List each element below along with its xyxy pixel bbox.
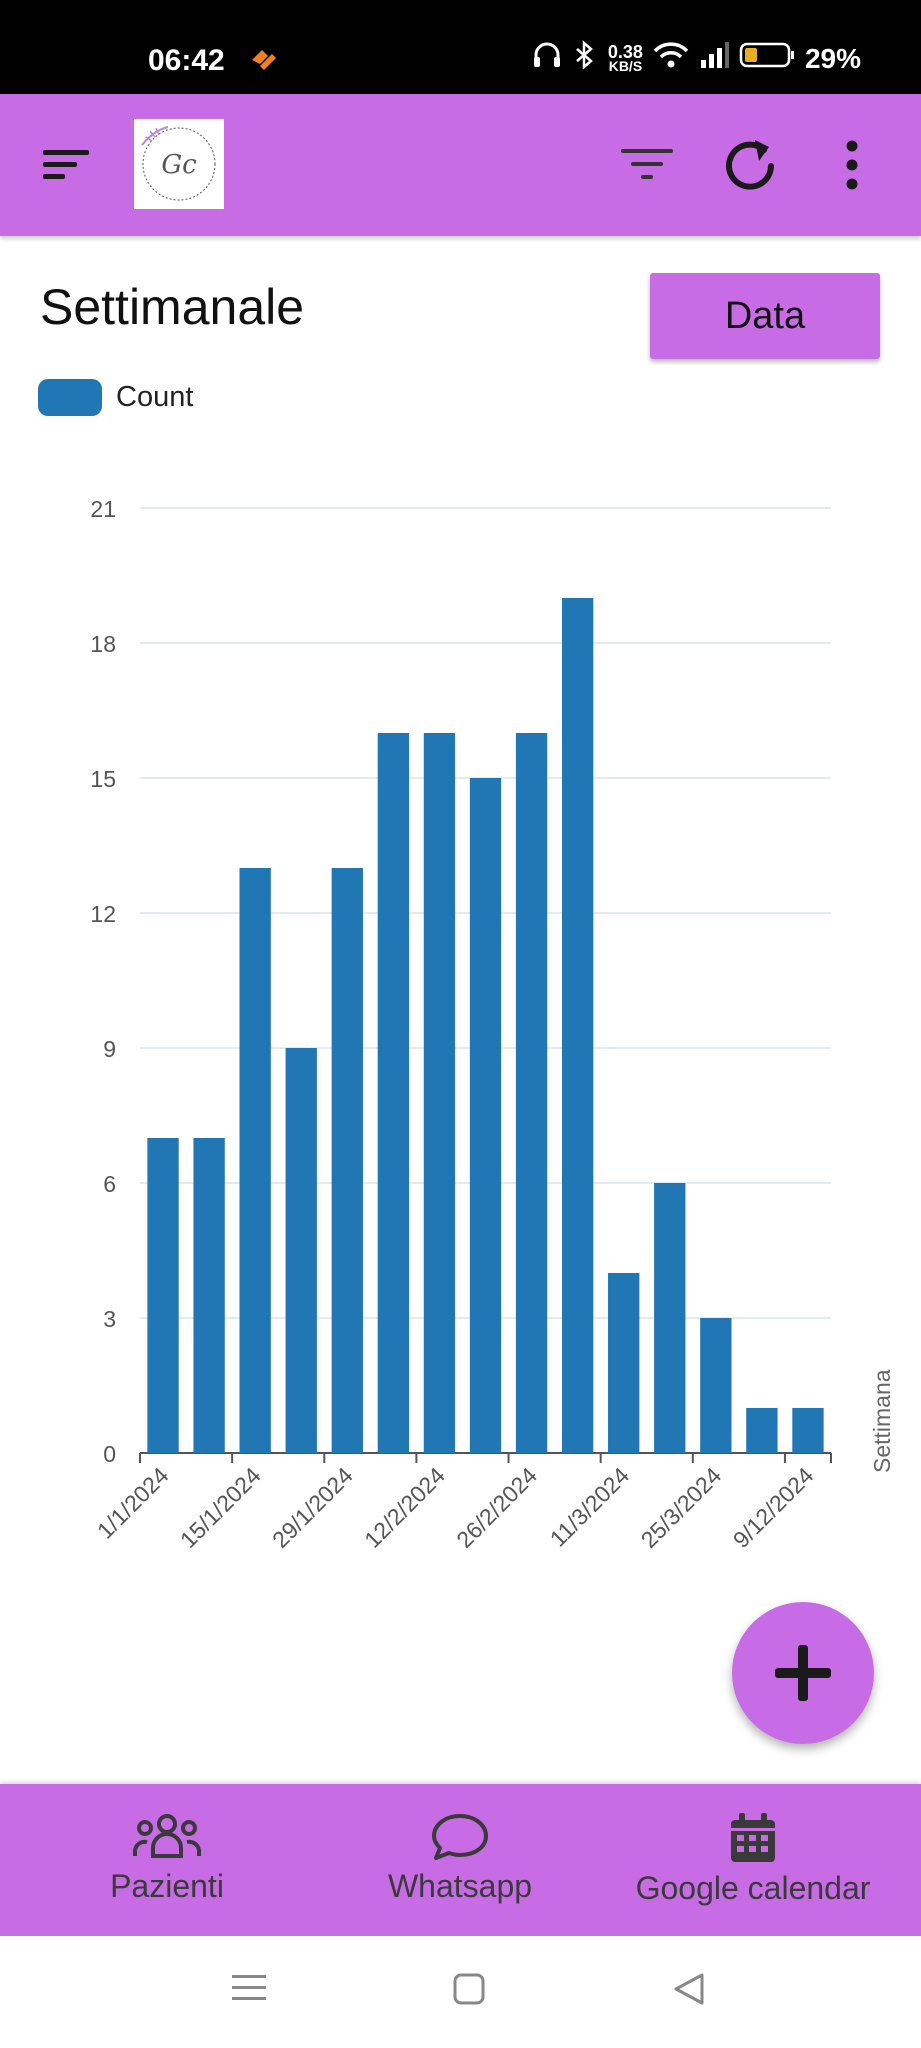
people-icon: [133, 1814, 201, 1858]
bar-26/2/2024: [515, 733, 548, 1453]
y-tick-label: 3: [103, 1306, 116, 1332]
back-button[interactable]: [672, 1972, 706, 2011]
y-tick-label: 12: [90, 901, 116, 927]
wifi-icon: [653, 41, 689, 76]
bar-18/3/2024: [654, 1183, 686, 1453]
sort-menu-icon: [43, 150, 89, 179]
status-bar: 06:42 0.38 KB/S 29%: [0, 0, 921, 94]
nav-item-google-calendar[interactable]: Google calendar: [613, 1812, 893, 1907]
back-triangle-icon: [674, 1973, 704, 2005]
bar-15/1/2024: [239, 868, 271, 1453]
status-right: 0.38 KB/S 29%: [532, 40, 861, 77]
bar-4/3/2024: [561, 598, 594, 1453]
bar-12/2/2024: [423, 733, 456, 1453]
weekly-bar-chart: 0 3 6 9 12 15 18 21 1/1/2024 15/1/2024 29/1/2024 12…: [90, 496, 895, 1553]
x-tick-label: 12/2/2024: [359, 1462, 450, 1553]
system-nav-bar: [0, 1936, 921, 2048]
legend-label: Count: [116, 381, 194, 413]
y-tick-label: 21: [90, 496, 116, 522]
refresh-button[interactable]: [712, 128, 788, 204]
x-tick-label: 15/1/2024: [175, 1462, 266, 1553]
x-tick-label: 1/1/2024: [92, 1462, 174, 1544]
bar-8/1/2024: [193, 1138, 225, 1453]
x-tick-label: 26/2/2024: [451, 1462, 542, 1553]
more-vert-icon: [846, 140, 858, 190]
x-tick-label: 25/3/2024: [636, 1462, 727, 1553]
x-tick-label: 11/3/2024: [545, 1462, 635, 1552]
y-tick-label: 0: [103, 1441, 116, 1467]
battery-percent: 29%: [804, 42, 861, 74]
nav-item-whatsapp[interactable]: Whatsapp: [360, 1812, 560, 1905]
x-tick-label: 9/12/2024: [728, 1462, 819, 1553]
y-tick-label: 18: [90, 631, 116, 657]
status-time: 06:42: [148, 44, 225, 77]
battery-icon: [739, 41, 795, 76]
x-tick-label: 29/1/2024: [267, 1462, 358, 1553]
data-button[interactable]: Data: [650, 273, 880, 359]
refresh-icon: [726, 140, 774, 190]
headphones-icon: [532, 41, 562, 76]
app-bar: Gc: [0, 94, 921, 236]
bar-1/1/2024: [147, 1138, 179, 1453]
bar-5/2/2024: [377, 733, 410, 1453]
bar-19/2/2024: [469, 778, 502, 1453]
net-speed: 0.38 KB/S: [607, 41, 643, 74]
bar-1/4/2024: [746, 1408, 778, 1453]
legend-swatch: [38, 379, 102, 416]
bar-9/12/2024: [792, 1408, 824, 1453]
page-title: Settimanale: [40, 279, 305, 335]
bluetooth-icon: [572, 40, 598, 77]
plus-icon: [775, 1645, 831, 1701]
chart-legend[interactable]: Count: [38, 379, 193, 416]
sort-menu-button[interactable]: [34, 132, 98, 196]
nav-label-google-calendar: Google calendar: [635, 1870, 871, 1906]
y-tick-label: 9: [103, 1036, 116, 1062]
bar-22/1/2024: [285, 1048, 317, 1453]
square-home-icon: [453, 1973, 485, 2005]
bar-29/1/2024: [331, 868, 363, 1453]
add-fab-button[interactable]: [732, 1602, 874, 1744]
bar-25/3/2024: [700, 1318, 732, 1453]
filter-icon: [621, 149, 673, 179]
nav-label-whatsapp: Whatsapp: [387, 1868, 533, 1904]
nav-item-pazienti[interactable]: Pazienti: [67, 1812, 267, 1905]
bar-11/3/2024: [608, 1273, 640, 1453]
app-logo: Gc: [134, 119, 224, 209]
notification-icon: [248, 44, 280, 77]
y-tick-label: 15: [90, 766, 116, 792]
signal-icon: [699, 42, 729, 75]
nav-label-pazienti: Pazienti: [110, 1868, 224, 1904]
y-tick-label: 6: [103, 1171, 116, 1197]
logo-text: Gc: [161, 150, 197, 180]
more-options-button[interactable]: [822, 130, 882, 200]
recents-button[interactable]: [232, 1972, 266, 2009]
filter-button[interactable]: [612, 130, 682, 200]
home-button[interactable]: [452, 1972, 486, 2011]
chat-bubble-icon: [432, 1814, 488, 1860]
calendar-icon: [731, 1813, 775, 1862]
bottom-nav: Pazienti Whatsapp Google calendar: [0, 1784, 921, 1936]
x-axis-title: Settimana: [869, 1369, 895, 1473]
menu-lines-icon: [232, 1975, 266, 2000]
